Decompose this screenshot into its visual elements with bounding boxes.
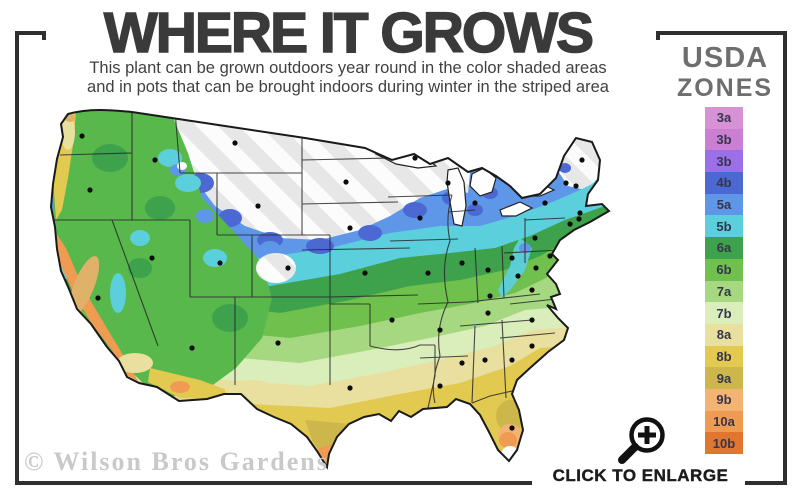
state-dot [285, 265, 291, 271]
frame-bottom-right [745, 481, 787, 485]
state-dot [532, 235, 538, 241]
state-dot [437, 383, 443, 389]
legend-title-usda: USDA [681, 42, 769, 74]
state-dot [339, 133, 345, 139]
state-dot [87, 187, 93, 193]
frame-top-right [656, 31, 787, 35]
subtitle-line-1: This plant can be grown outdoors year ro… [89, 59, 607, 77]
state-dot [542, 200, 548, 206]
state-dot [189, 345, 195, 351]
state-dot [482, 357, 488, 363]
legend-zone-swatch: 4b [705, 172, 743, 194]
state-dot [567, 221, 573, 227]
state-dot [459, 260, 465, 266]
state-dot [577, 210, 583, 216]
us-zone-map[interactable] [20, 98, 660, 478]
legend-zone-swatch: 6a [705, 237, 743, 259]
legend-zone-swatch: 5a [705, 193, 743, 216]
state-dot [529, 287, 535, 293]
watermark: © Wilson Bros Gardens [24, 447, 329, 476]
state-dot [417, 215, 423, 221]
state-dot [576, 216, 582, 222]
state-dot [232, 140, 238, 146]
legend-zone-swatch: 6b [705, 258, 743, 281]
page-title: WHERE IT GROWS [103, 0, 595, 66]
subtitle-line-2: and in pots that can be brought indoors … [87, 77, 609, 96]
page-subtitle: This plant can be grown outdoors year ro… [40, 59, 656, 96]
legend-zone-swatch: 7b [705, 302, 743, 324]
state-dot [515, 273, 521, 279]
state-dot [529, 343, 535, 349]
frame-left [15, 31, 19, 485]
frame-bottom-left [15, 481, 532, 485]
state-dot [95, 295, 101, 301]
state-dot [149, 255, 155, 261]
state-dot [347, 385, 353, 391]
state-dot [437, 327, 443, 333]
state-dot [529, 317, 535, 323]
state-dot [579, 157, 585, 163]
state-dot [389, 317, 395, 323]
state-dot [485, 310, 491, 316]
legend-zone-swatch: 3a [705, 107, 743, 129]
magnifier-plus-icon[interactable] [613, 405, 677, 469]
state-dot [152, 157, 158, 163]
legend-zone-swatch: 10b [705, 432, 743, 454]
frame-top-right-tick [656, 31, 660, 40]
legend-zone-swatch: 10a [705, 410, 743, 433]
state-dot [445, 180, 451, 186]
frame-top-left [15, 31, 46, 35]
legend-zone-swatch: 7a [705, 280, 743, 303]
frame-top-left-tick [42, 31, 46, 40]
usda-zone-legend: 3a 3b 3b 4b 5a 5b 6a 6b 7a 7b 8a 8b 9a 9b 10a 10b [705, 107, 743, 454]
state-dot [255, 203, 261, 209]
state-dot [459, 360, 465, 366]
state-dot [487, 293, 493, 299]
state-dot [509, 357, 515, 363]
legend-zone-swatch: 9a [705, 367, 743, 389]
state-dot [472, 200, 478, 206]
click-to-enlarge-button[interactable]: CLICK TO ENLARGE [552, 466, 729, 485]
legend-zone-swatch: 9b [705, 388, 743, 411]
state-dot [425, 270, 431, 276]
state-dot [217, 260, 223, 266]
state-dot [533, 265, 539, 271]
state-borders [54, 110, 566, 409]
legend-zone-swatch: 3b [705, 150, 743, 173]
legend-title-zones: ZONES [676, 74, 774, 102]
state-dot [573, 183, 579, 189]
state-dot [412, 155, 418, 161]
state-dot [509, 255, 515, 261]
frame-right [783, 31, 787, 485]
legend-zone-swatch: 8a [705, 323, 743, 346]
state-dot [485, 267, 491, 273]
state-dot [275, 340, 281, 346]
legend-zone-swatch: 3b [705, 128, 743, 151]
legend-zone-swatch: 8b [705, 345, 743, 368]
legend-title: USDA ZONES [655, 44, 795, 101]
state-dot [509, 425, 515, 431]
state-dot [79, 133, 85, 139]
state-dot [343, 179, 349, 185]
legend-zone-swatch: 5b [705, 215, 743, 238]
state-dot [563, 180, 569, 186]
state-dot [347, 225, 353, 231]
state-dots-layer [79, 133, 585, 431]
state-dot [362, 270, 368, 276]
